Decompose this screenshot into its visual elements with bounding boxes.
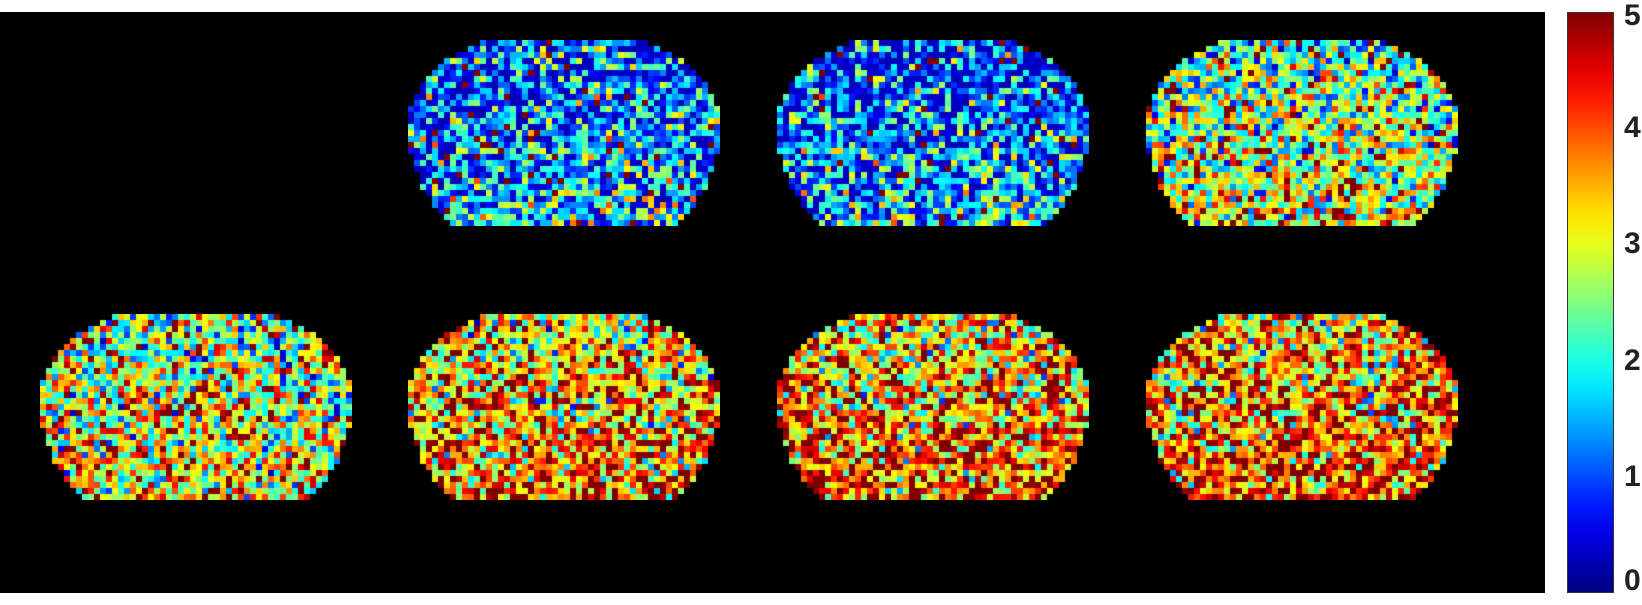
colorbar-tick-label: 0: [1624, 564, 1641, 597]
image-mosaic: [0, 12, 1545, 593]
heatmap-panel-image: [1146, 40, 1458, 226]
heatmap-panel-4: [1146, 40, 1466, 240]
heatmap-panel-image: [40, 314, 352, 500]
heatmap-panel-8: [1146, 314, 1466, 514]
heatmap-panel-2: [408, 40, 728, 240]
colorbar-tick-label: 2: [1624, 343, 1641, 377]
colorbar: [1567, 12, 1614, 593]
heatmap-panel-3: [777, 40, 1097, 240]
heatmap-panel-6: [408, 314, 728, 514]
heatmap-panel-image: [777, 40, 1089, 226]
heatmap-panel-1: [40, 40, 360, 240]
heatmap-panel-5: [40, 314, 360, 514]
heatmap-panel-image: [408, 314, 720, 500]
colorbar-tick-label: 3: [1624, 227, 1641, 261]
colorbar-tick-label: 4: [1624, 111, 1641, 145]
heatmap-panel-image: [408, 40, 720, 226]
heatmap-panel-image: [777, 314, 1089, 500]
heatmap-panel-image: [1146, 314, 1458, 500]
heatmap-panel-7: [777, 314, 1097, 514]
colorbar-tick-label: 1: [1624, 459, 1641, 493]
colorbar-tick-label: 5: [1624, 0, 1641, 32]
